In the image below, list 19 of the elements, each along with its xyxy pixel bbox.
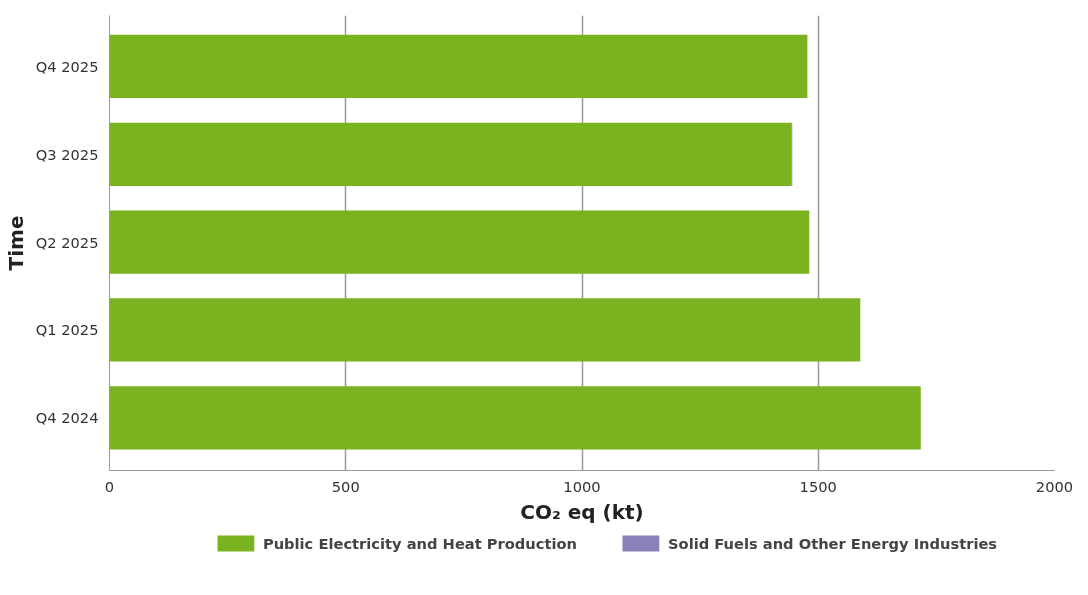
x-axis-title: CO₂ eq (kt) <box>520 499 644 524</box>
x-tick-label: 1500 <box>799 477 837 495</box>
y-tick-label: Q1 2025 <box>35 321 99 339</box>
legend-label: Solid Fuels and Other Energy Industries <box>668 534 998 552</box>
y-tick-label: Q3 2025 <box>35 145 99 163</box>
x-tick-label: 500 <box>331 477 360 495</box>
x-tick-label: 0 <box>104 477 115 495</box>
y-tick-label: Q4 2025 <box>35 57 99 75</box>
bar <box>109 298 861 362</box>
x-tick-label: 2000 <box>1035 477 1074 495</box>
y-axis-title: Time <box>3 215 28 271</box>
bar <box>109 210 810 274</box>
bar <box>109 122 792 186</box>
y-tick-label: Q2 2025 <box>35 233 99 251</box>
bar <box>109 34 808 99</box>
bar <box>109 386 921 450</box>
legend-label: Public Electricity and Heat Production <box>262 534 578 552</box>
x-tick-label: 1000 <box>563 477 601 495</box>
y-tick-label: Q4 2024 <box>35 409 99 427</box>
